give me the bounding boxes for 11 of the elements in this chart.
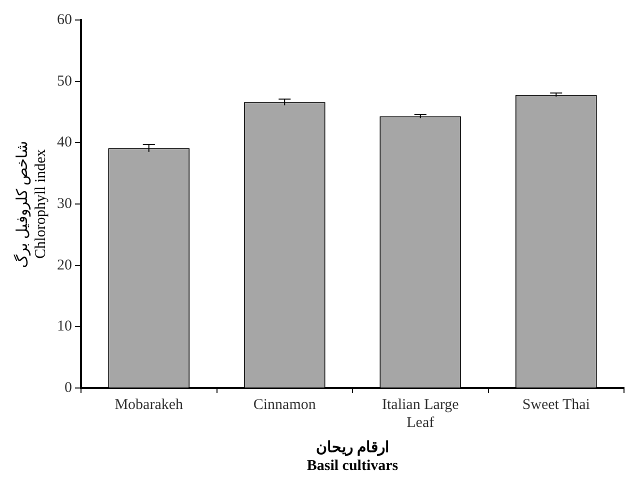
y-tick-label: 30 — [57, 196, 72, 212]
x-tick-label: Mobarakeh — [114, 396, 184, 413]
x-tick-label: Sweet Thai — [522, 396, 590, 413]
y-tick-label: 0 — [64, 380, 72, 396]
x-tick-label: Cinnamon — [253, 396, 316, 413]
y-tick-label: 50 — [57, 73, 72, 90]
y-tick-label: 60 — [57, 12, 72, 28]
y-tick-label: 40 — [57, 134, 72, 151]
y-tick-label: 10 — [57, 318, 72, 335]
x-tick-label: Italian Large Leaf — [382, 396, 460, 431]
y-tick-label: 20 — [57, 257, 72, 274]
